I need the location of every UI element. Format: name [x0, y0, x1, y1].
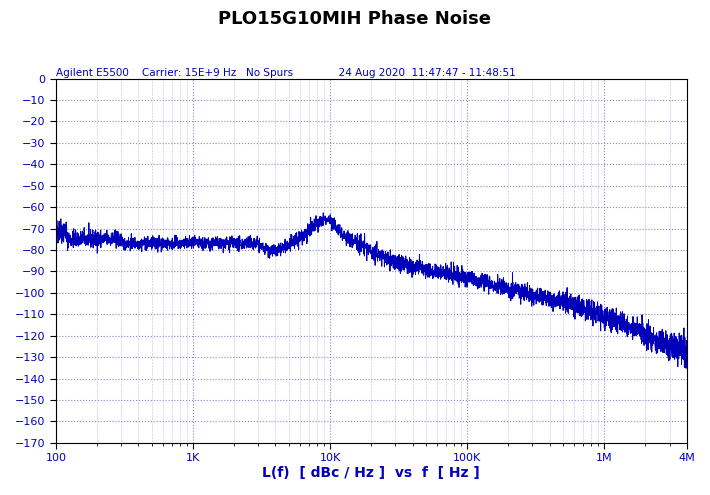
Text: PLO15G10MIH Phase Noise: PLO15G10MIH Phase Noise	[219, 10, 491, 28]
X-axis label: L(f)  [ dBc / Hz ]  vs  f  [ Hz ]: L(f) [ dBc / Hz ] vs f [ Hz ]	[263, 466, 480, 480]
Text: Agilent E5500    Carrier: 15E+9 Hz   No Spurs              24 Aug 2020  11:47:47: Agilent E5500 Carrier: 15E+9 Hz No Spurs…	[56, 68, 515, 78]
